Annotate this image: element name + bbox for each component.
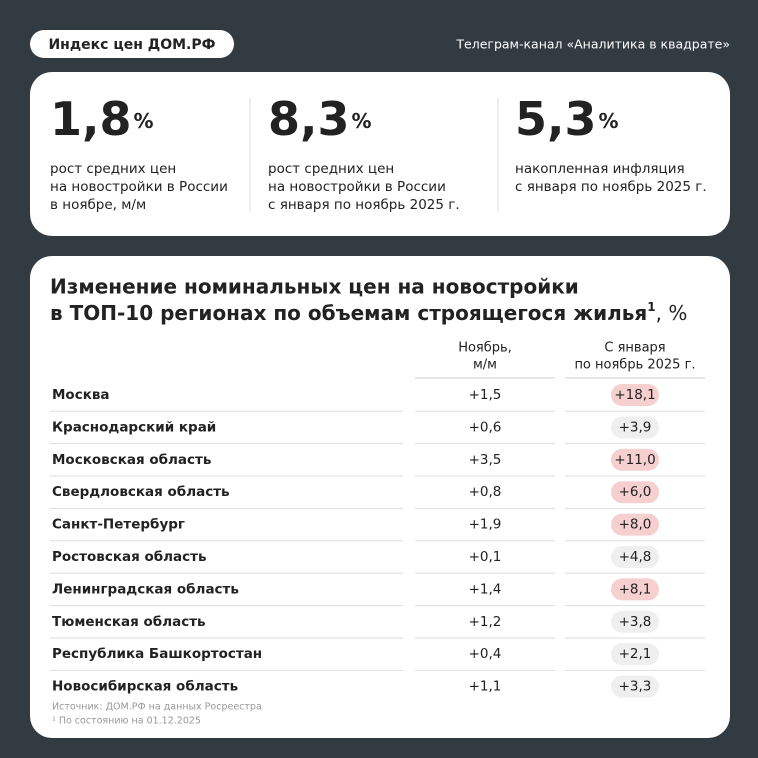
value-pill <box>611 448 659 471</box>
stat-description: на новостройки в России <box>50 179 228 195</box>
since-january-change: +11,0 <box>614 452 655 468</box>
since-january-change: +4,8 <box>619 549 652 565</box>
value-pill <box>611 578 659 601</box>
november-change: +0,8 <box>469 484 502 500</box>
stat-description: на новостройки в России <box>268 179 446 195</box>
november-change: +0,1 <box>469 549 502 565</box>
stats-card <box>30 72 730 236</box>
stat-unit: % <box>352 109 372 133</box>
value-pill <box>611 416 659 439</box>
stat-description: в ноябре, м/м <box>50 197 146 213</box>
stat-number: 5,3 <box>515 92 597 146</box>
stat-unit: % <box>599 109 619 133</box>
november-change: +1,9 <box>469 517 502 533</box>
region: Ростовская область <box>52 549 207 565</box>
november-change: +3,5 <box>469 452 502 468</box>
title-sup: 1 <box>647 300 655 314</box>
region: Краснодарский край <box>52 419 216 435</box>
stat-value: 8,3% <box>268 92 372 146</box>
value-pill <box>611 643 659 666</box>
content: 1,8 % рост средних цен на новостройки в Рос… <box>50 92 707 727</box>
title-line: в ТОП-10 регионах по объемам строящегося… <box>50 301 647 325</box>
region: Москва <box>52 387 110 403</box>
stat-description: накопленная инфляция <box>515 161 685 177</box>
since-january-change: +6,0 <box>619 484 652 500</box>
region: Ленинградская область <box>52 581 239 597</box>
value-pill <box>611 481 659 504</box>
region: Московская область <box>52 452 211 468</box>
value-pill <box>611 675 659 698</box>
november-change: +1,2 <box>469 614 502 630</box>
column-header: Ноябрь, <box>458 341 512 356</box>
table-card <box>30 256 730 738</box>
channel: Телеграм-канал «Аналитика в квадрате» <box>455 37 730 52</box>
since-january-change: +18,1 <box>614 387 655 403</box>
stat-description: с января по ноябрь 2025 г. <box>515 179 707 195</box>
badge-text: Индекс цен ДОМ.РФ <box>48 37 215 53</box>
value-pill <box>611 546 659 568</box>
stat-description: рост средних цен <box>50 161 176 177</box>
footnote: Источник: ДОМ.РФ на данных Росреестра <box>52 702 262 713</box>
stat-number: 1,8 <box>50 92 132 146</box>
stat-value: 5,3% <box>515 92 619 146</box>
november-change: +1,4 <box>469 581 502 597</box>
title-suffix: , % <box>656 301 688 325</box>
value-pill <box>611 513 659 536</box>
stat-description: с января по ноябрь 2025 г. <box>268 197 460 213</box>
november-change: +1,1 <box>469 679 502 695</box>
since-january-change: +3,8 <box>619 614 652 630</box>
column-header: м/м <box>473 358 497 373</box>
table-title: Изменение номинальных цен на новостройки <box>50 275 579 299</box>
november-change: +1,5 <box>469 387 502 403</box>
column-header: С января <box>604 341 665 356</box>
stat-value: 1,8% <box>50 92 154 146</box>
value-pill <box>611 610 659 633</box>
region: Новосибирская область <box>52 679 238 695</box>
stat-number: 8,3 <box>268 92 350 146</box>
november-change: +0,4 <box>469 646 502 662</box>
november-change: +0,6 <box>469 419 502 435</box>
footnote: ¹ По состоянию на 01.12.2025 <box>52 716 201 727</box>
column-header: по ноябрь 2025 г. <box>574 358 695 373</box>
region: Республика Башкортостан <box>52 646 262 662</box>
stat-unit: % <box>134 109 154 133</box>
since-january-change: +2,1 <box>619 646 652 662</box>
badge <box>30 30 234 58</box>
since-january-change: +8,0 <box>619 517 652 533</box>
region: Санкт-Петербург <box>52 517 185 533</box>
value-pill <box>611 384 659 406</box>
since-january-change: +3,9 <box>619 419 652 435</box>
table-title: в ТОП-10 регионах по объемам строящегося… <box>50 300 687 325</box>
since-january-change: +3,3 <box>619 679 652 695</box>
region: Свердловская область <box>52 484 230 500</box>
since-january-change: +8,1 <box>619 581 652 597</box>
region: Тюменская область <box>52 614 206 630</box>
stat-description: рост средних цен <box>268 161 394 177</box>
